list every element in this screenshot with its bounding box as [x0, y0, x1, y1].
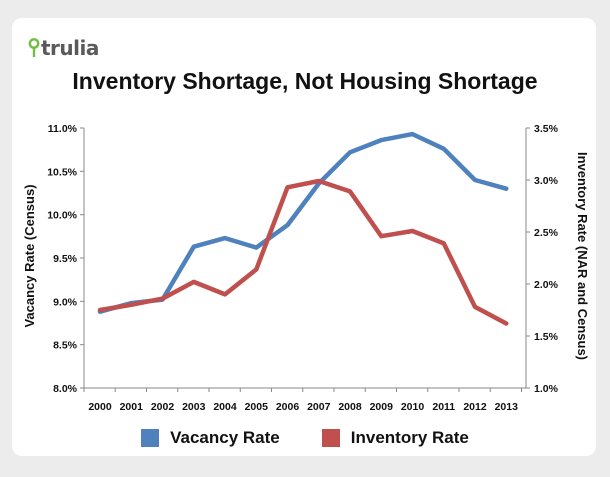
tick-labels: 8.0% 8.5% 9.0% 9.5% 10.0% 10.5% 11.0% 1.0% 1.5% 2…	[47, 123, 558, 413]
legend-item-vacancy: Vacancy Rate	[141, 428, 280, 448]
y-tick-label: 8.5%	[53, 340, 78, 352]
legend-label-vacancy: Vacancy Rate	[170, 428, 280, 447]
y2-axis-label: Inventory Rate (NAR and Census)	[575, 152, 590, 360]
x-tick-label: 2010	[401, 401, 425, 413]
x-tick-label: 2012	[463, 401, 487, 413]
y-tick-label: 10.5%	[47, 166, 77, 178]
y2-tick-label: 3.5%	[534, 123, 559, 135]
x-tick-label: 2001	[120, 401, 144, 413]
legend-swatch-inventory	[321, 429, 340, 447]
x-tick-label: 2013	[495, 401, 519, 413]
y2-tick-label: 1.5%	[534, 331, 559, 343]
x-tick-label: 2000	[88, 401, 112, 413]
y2-tick-label: 2.5%	[534, 227, 559, 239]
y-tick-label: 8.0%	[53, 383, 78, 395]
legend-label-inventory: Inventory Rate	[350, 428, 469, 447]
y2-tick-label: 3.0%	[534, 175, 559, 187]
x-tick-label: 2004	[213, 401, 237, 413]
legend: Vacancy Rate Inventory Rate	[0, 428, 610, 448]
x-tick-label: 2011	[432, 401, 455, 413]
logo-wordmark: trulia	[41, 36, 99, 60]
y-tick-label: 9.0%	[53, 296, 78, 308]
inventory-rate-line	[97, 178, 509, 326]
y2-tick-label: 1.0%	[534, 383, 559, 395]
vacancy-rate-line	[97, 131, 509, 314]
series-lines	[97, 131, 509, 326]
x-tick-label: 2003	[182, 401, 206, 413]
axes	[80, 127, 530, 392]
x-tick-label: 2008	[338, 401, 362, 413]
y-axis-label: Vacancy Rate (Census)	[22, 184, 37, 327]
legend-item-inventory: Inventory Rate	[321, 428, 469, 448]
x-tick-label: 2005	[245, 401, 269, 413]
map-pin-icon	[28, 38, 40, 57]
y-tick-label: 11.0%	[48, 123, 78, 135]
chart-title: Inventory Shortage, Not Housing Shortage	[72, 68, 538, 94]
y-tick-label: 9.5%	[53, 253, 78, 265]
y-tick-label: 10.0%	[47, 210, 77, 222]
x-tick-label: 2007	[307, 401, 331, 413]
x-tick-label: 2002	[151, 401, 175, 413]
x-tick-label: 2006	[276, 401, 300, 413]
y2-tick-label: 2.0%	[534, 279, 559, 291]
chart-card	[12, 18, 596, 456]
trulia-logo: trulia	[28, 36, 99, 60]
legend-swatch-vacancy	[141, 429, 160, 447]
x-tick-label: 2009	[370, 401, 394, 413]
